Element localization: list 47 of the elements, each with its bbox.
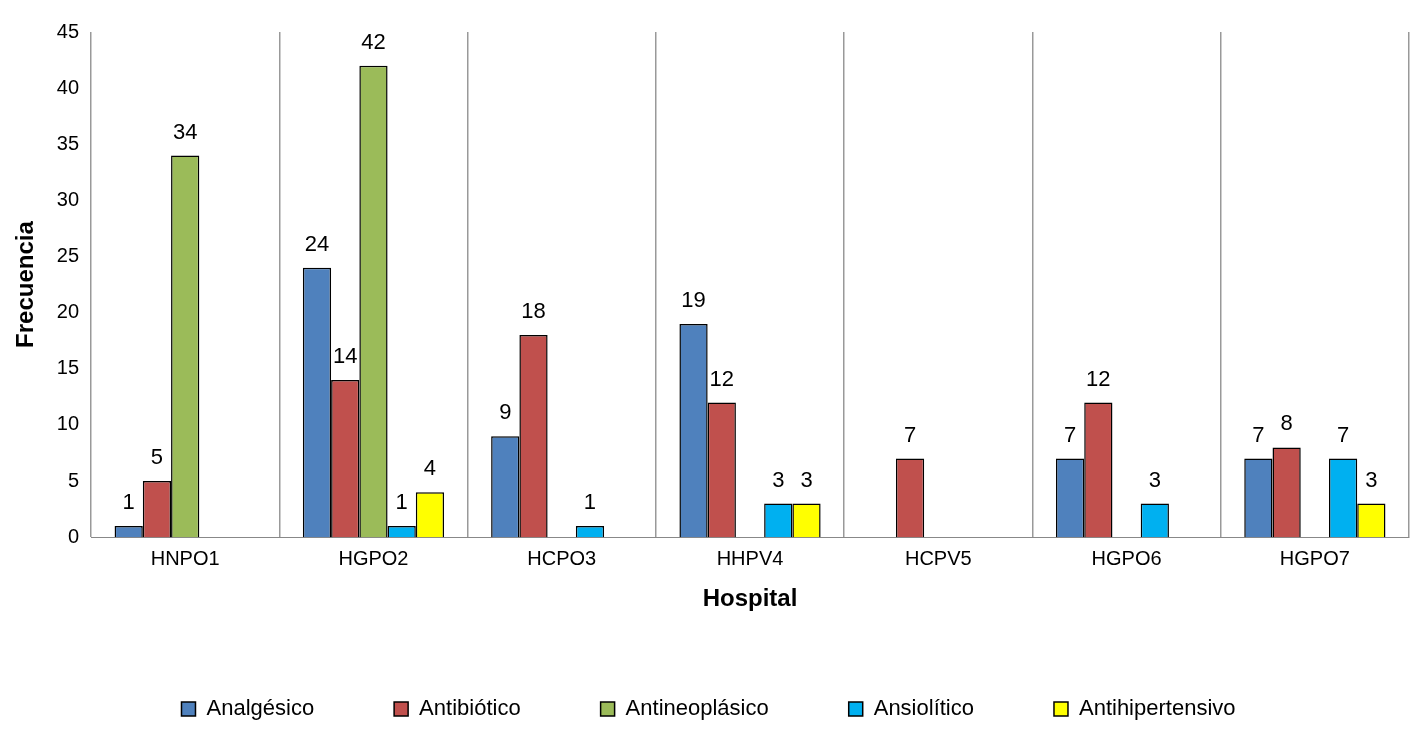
data-label: 42 <box>361 28 386 54</box>
y-tick-label: 40 <box>56 75 80 98</box>
data-label: 1 <box>395 489 408 515</box>
data-label: 7 <box>1336 421 1350 447</box>
data-label: 24 <box>304 230 330 256</box>
data-label: 12 <box>1086 365 1111 391</box>
data-label: 19 <box>681 286 706 312</box>
data-label: 8 <box>1280 410 1293 436</box>
data-label: 4 <box>423 455 437 481</box>
data-label: 3 <box>772 466 785 492</box>
legend-label: Ansiolítico <box>873 695 974 721</box>
y-tick-label: 35 <box>56 131 80 154</box>
x-tick-label: HCPO3 <box>527 546 597 569</box>
data-label: 1 <box>583 489 597 515</box>
y-tick-label: 10 <box>56 412 80 435</box>
data-label: 3 <box>1365 466 1378 492</box>
data-label: 7 <box>1252 421 1265 447</box>
data-label: 3 <box>1148 466 1161 492</box>
y-axis-title: Frecuencia <box>11 220 39 348</box>
data-label: 7 <box>1063 421 1077 447</box>
legend-label: Antineoplásico <box>625 695 769 721</box>
data-label: 7 <box>903 421 917 447</box>
data-label: 12 <box>709 365 735 391</box>
legend-label: Antihipertensivo <box>1078 695 1236 721</box>
y-tick-label: 20 <box>56 300 80 323</box>
x-tick-label: HGPO6 <box>1091 546 1162 569</box>
y-tick-label: 25 <box>56 244 80 267</box>
x-tick-label: HNPO1 <box>150 546 220 569</box>
data-label: 14 <box>332 343 358 369</box>
data-label: 9 <box>499 399 512 425</box>
data-label: 5 <box>150 444 164 470</box>
x-tick-label: HGPO2 <box>338 546 409 569</box>
y-tick-label: 0 <box>67 524 80 547</box>
y-tick-label: 15 <box>56 356 80 379</box>
legend-label: Antibiótico <box>419 695 521 721</box>
legend-label: Analgésico <box>206 695 315 721</box>
data-label: 1 <box>122 489 135 515</box>
y-tick-label: 30 <box>56 187 80 210</box>
x-axis-title: Hospital <box>702 584 798 612</box>
data-label: 3 <box>800 466 813 492</box>
x-tick-label: HCPV5 <box>904 546 972 569</box>
x-tick-label: HHPV4 <box>716 546 784 569</box>
x-tick-label: HGPO7 <box>1279 546 1350 569</box>
data-label: 18 <box>521 298 546 324</box>
y-tick-label: 5 <box>67 468 80 491</box>
y-tick-label: 45 <box>56 19 80 42</box>
data-label: 34 <box>172 118 198 144</box>
